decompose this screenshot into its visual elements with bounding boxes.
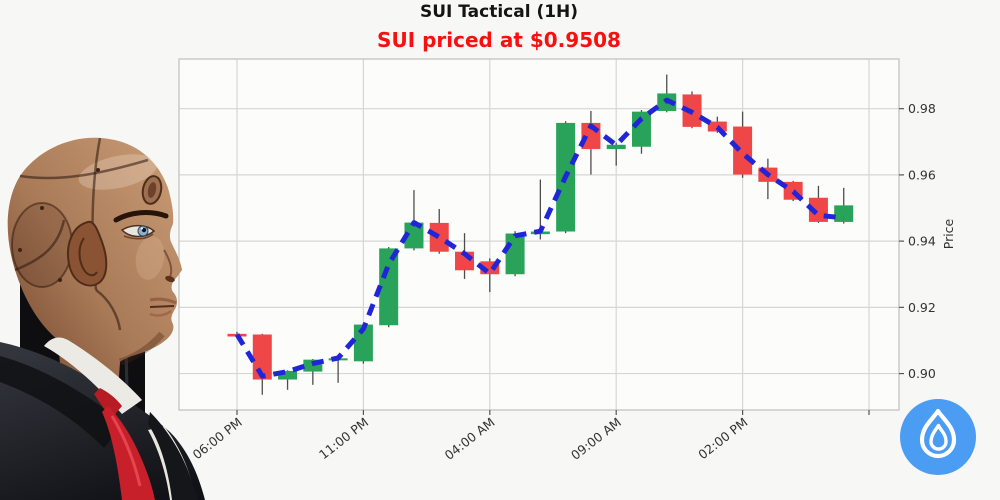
robot-head bbox=[7, 137, 182, 397]
water-drop-icon bbox=[919, 408, 957, 459]
sui-logo-circle bbox=[900, 399, 976, 475]
shirt-collar bbox=[44, 337, 142, 414]
x-axis: 06:00 PM 11:00 PM 04:00 AM 09:00 AM 02:00 PM bbox=[190, 410, 870, 463]
candlestick-series bbox=[227, 74, 854, 395]
y-tick-label: 0.98 bbox=[908, 101, 936, 116]
right-lapel bbox=[148, 412, 198, 500]
candle bbox=[252, 333, 272, 395]
robot-eye bbox=[120, 224, 156, 240]
chart-title: SUI Tactical (1H) bbox=[419, 2, 579, 22]
candle bbox=[429, 209, 449, 254]
y-tick-label: 0.90 bbox=[908, 366, 936, 381]
robot-nostril bbox=[165, 275, 175, 283]
candle bbox=[808, 185, 828, 223]
robot-eyebrow bbox=[113, 210, 169, 223]
y-tick-label: 0.92 bbox=[908, 300, 936, 315]
ma-line bbox=[234, 97, 844, 379]
y-tick-label: 0.96 bbox=[908, 167, 936, 182]
chart-price-annotation: SUI priced at $0.9508 bbox=[377, 28, 621, 52]
candle bbox=[379, 247, 399, 328]
robot-ear bbox=[67, 220, 108, 287]
robot-suit bbox=[0, 337, 205, 500]
plot-area bbox=[179, 59, 899, 410]
x-tick-label: 11:00 PM bbox=[316, 415, 371, 463]
x-tick-label: 09:00 AM bbox=[568, 415, 624, 463]
candle bbox=[278, 370, 298, 390]
candle bbox=[505, 231, 525, 277]
plot-border bbox=[178, 58, 900, 411]
sui-logo bbox=[900, 399, 976, 475]
y-axis-label: Price bbox=[941, 218, 956, 249]
y-tick-label: 0.94 bbox=[908, 234, 936, 249]
gridlines bbox=[179, 59, 899, 410]
candle bbox=[733, 111, 753, 178]
robot-mouth bbox=[149, 305, 175, 308]
robot-avatar-image bbox=[0, 137, 205, 500]
x-tick-label: 02:00 PM bbox=[695, 415, 750, 463]
y-axis: 0.90 0.92 0.94 0.96 0.98 bbox=[899, 101, 936, 381]
candle bbox=[606, 142, 626, 166]
x-tick-label: 04:00 AM bbox=[442, 415, 498, 463]
skull-screws bbox=[18, 168, 100, 282]
tie-knot bbox=[94, 388, 122, 418]
